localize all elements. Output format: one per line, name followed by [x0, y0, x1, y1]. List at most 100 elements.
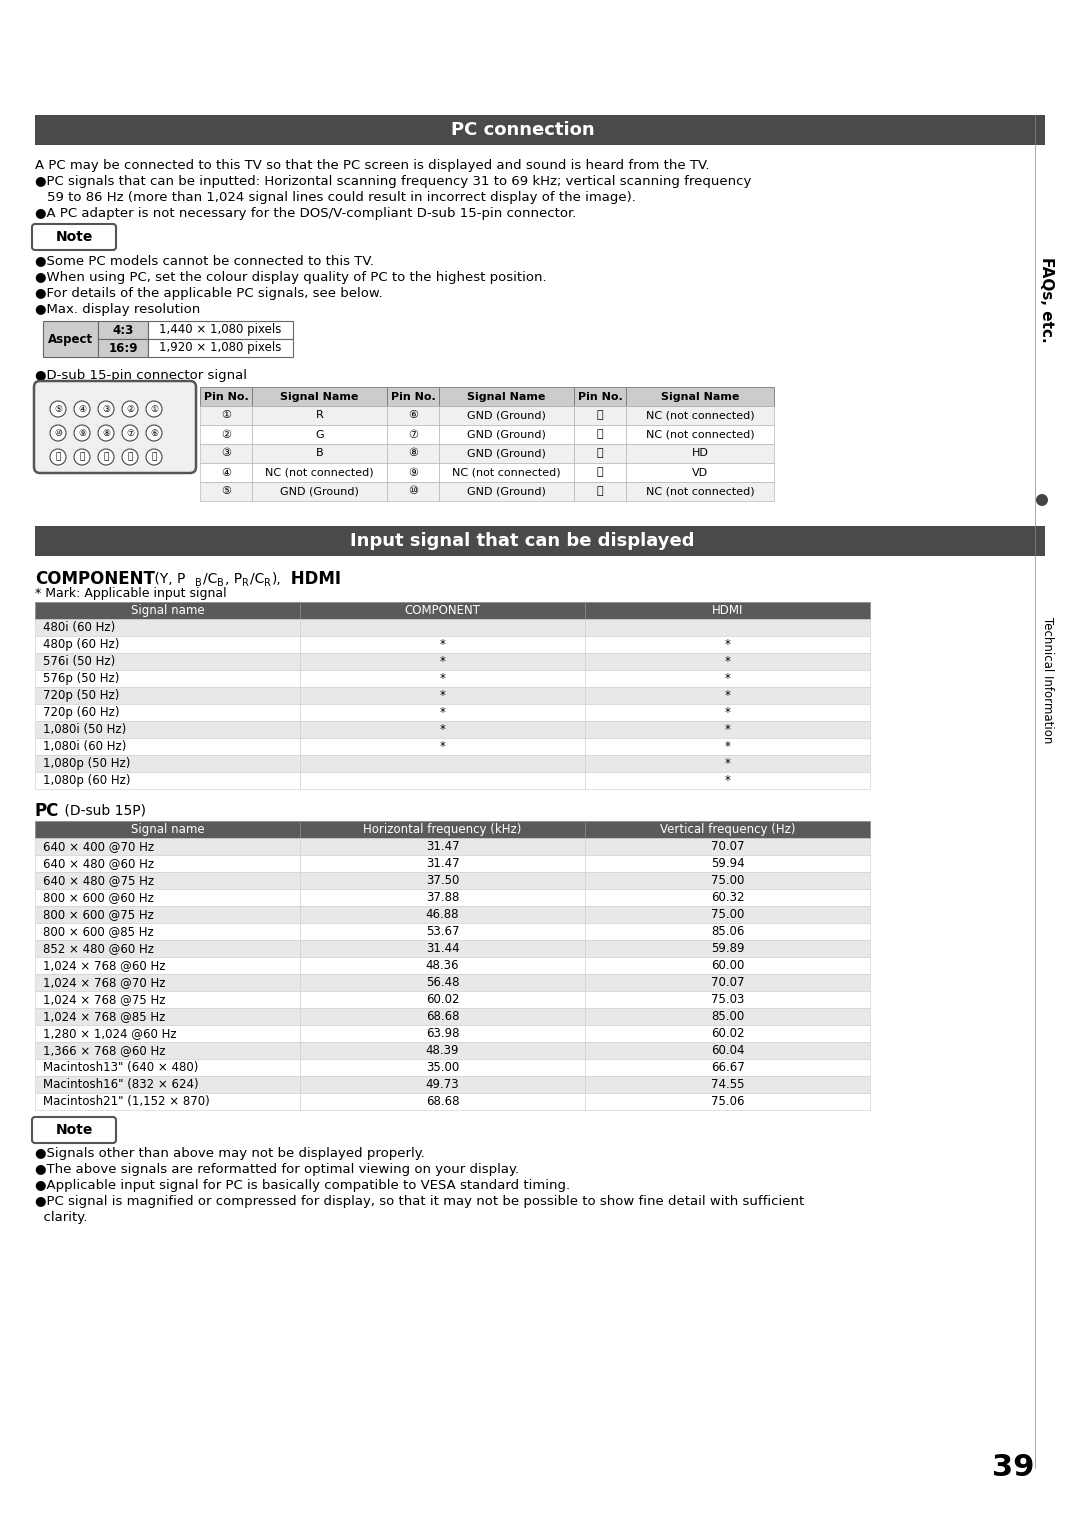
- Text: 576p (50 Hz): 576p (50 Hz): [43, 672, 120, 685]
- Text: ⑭: ⑭: [79, 452, 84, 461]
- Text: ①: ①: [150, 405, 158, 414]
- Text: COMPONENT: COMPONENT: [405, 604, 481, 617]
- Text: 35.00: 35.00: [426, 1060, 459, 1074]
- Bar: [300, 738, 585, 755]
- Circle shape: [122, 425, 138, 442]
- Bar: [35, 856, 300, 872]
- Text: Macintosh13" (640 × 480): Macintosh13" (640 × 480): [43, 1060, 199, 1074]
- Bar: [35, 738, 300, 755]
- Text: 1,280 × 1,024 @60 Hz: 1,280 × 1,024 @60 Hz: [43, 1027, 177, 1041]
- Text: 16:9: 16:9: [108, 341, 138, 354]
- Circle shape: [50, 400, 66, 417]
- Text: 46.88: 46.88: [426, 908, 459, 921]
- Text: ④: ④: [221, 468, 231, 477]
- Text: Aspect: Aspect: [48, 333, 93, 345]
- Bar: [98, 321, 148, 339]
- Circle shape: [146, 400, 162, 417]
- FancyBboxPatch shape: [32, 225, 116, 251]
- Bar: [573, 481, 626, 501]
- Text: ⑬: ⑬: [104, 452, 109, 461]
- Text: ⑫: ⑫: [127, 452, 133, 461]
- Bar: [585, 1093, 870, 1109]
- Text: ⑤: ⑤: [221, 486, 231, 497]
- Text: 1,080p (60 Hz): 1,080p (60 Hz): [43, 775, 131, 787]
- Text: NC (not connected): NC (not connected): [646, 486, 754, 497]
- Text: 1,024 × 768 @75 Hz: 1,024 × 768 @75 Hz: [43, 993, 165, 1005]
- Bar: [35, 1008, 300, 1025]
- Text: 48.36: 48.36: [426, 960, 459, 972]
- Bar: [35, 228, 113, 248]
- Bar: [300, 837, 585, 856]
- Bar: [300, 1042, 585, 1059]
- Bar: [573, 387, 626, 406]
- Text: 1,024 × 768 @70 Hz: 1,024 × 768 @70 Hz: [43, 976, 165, 989]
- Bar: [300, 619, 585, 636]
- Bar: [43, 321, 98, 358]
- Text: *: *: [725, 672, 730, 685]
- Text: 59.94: 59.94: [711, 857, 744, 869]
- Text: 1,024 × 768 @60 Hz: 1,024 × 768 @60 Hz: [43, 960, 165, 972]
- Text: ⑮: ⑮: [55, 452, 60, 461]
- Bar: [35, 889, 300, 906]
- Bar: [200, 387, 252, 406]
- Text: *: *: [725, 756, 730, 770]
- Text: *: *: [440, 639, 445, 651]
- Text: 31.47: 31.47: [426, 840, 459, 853]
- Circle shape: [1036, 494, 1048, 506]
- Bar: [35, 1042, 300, 1059]
- Bar: [585, 772, 870, 788]
- Bar: [35, 906, 300, 923]
- Text: 640 × 400 @70 Hz: 640 × 400 @70 Hz: [43, 840, 154, 853]
- Bar: [387, 387, 438, 406]
- Bar: [585, 1008, 870, 1025]
- Circle shape: [50, 425, 66, 442]
- Bar: [626, 425, 774, 445]
- Text: Signal Name: Signal Name: [661, 391, 739, 402]
- Bar: [585, 837, 870, 856]
- Bar: [585, 973, 870, 992]
- Text: Signal name: Signal name: [131, 824, 204, 836]
- Text: ②: ②: [221, 429, 231, 440]
- Bar: [585, 957, 870, 973]
- Bar: [200, 463, 252, 481]
- Text: 800 × 600 @75 Hz: 800 × 600 @75 Hz: [43, 908, 153, 921]
- Text: /C: /C: [249, 571, 265, 587]
- Bar: [200, 481, 252, 501]
- Text: ⑧: ⑧: [408, 449, 418, 458]
- Text: 60.00: 60.00: [711, 960, 744, 972]
- Bar: [35, 526, 1045, 556]
- Bar: [252, 387, 387, 406]
- Text: 68.68: 68.68: [426, 1010, 459, 1024]
- Text: ),: ),: [272, 571, 282, 587]
- Bar: [35, 1093, 300, 1109]
- Circle shape: [50, 449, 66, 465]
- Bar: [585, 688, 870, 704]
- Bar: [35, 837, 300, 856]
- Bar: [300, 602, 585, 619]
- Text: ●Some PC models cannot be connected to this TV.: ●Some PC models cannot be connected to t…: [35, 255, 374, 267]
- Bar: [35, 652, 300, 669]
- Bar: [585, 755, 870, 772]
- Text: /C: /C: [203, 571, 217, 587]
- Circle shape: [98, 400, 114, 417]
- Bar: [585, 821, 870, 837]
- Text: 60.32: 60.32: [711, 891, 744, 905]
- Bar: [148, 339, 293, 358]
- Bar: [585, 602, 870, 619]
- Text: B: B: [195, 578, 202, 588]
- Text: ⑨: ⑨: [78, 428, 86, 437]
- Text: 60.04: 60.04: [711, 1044, 744, 1057]
- Bar: [626, 406, 774, 425]
- Bar: [300, 652, 585, 669]
- Bar: [585, 738, 870, 755]
- Bar: [585, 872, 870, 889]
- Text: 75.00: 75.00: [711, 874, 744, 886]
- Circle shape: [146, 425, 162, 442]
- Text: Signal name: Signal name: [131, 604, 204, 617]
- Text: 1,080p (50 Hz): 1,080p (50 Hz): [43, 756, 131, 770]
- Bar: [35, 940, 300, 957]
- Bar: [300, 1076, 585, 1093]
- Bar: [300, 704, 585, 721]
- Text: 37.88: 37.88: [426, 891, 459, 905]
- Text: *: *: [440, 672, 445, 685]
